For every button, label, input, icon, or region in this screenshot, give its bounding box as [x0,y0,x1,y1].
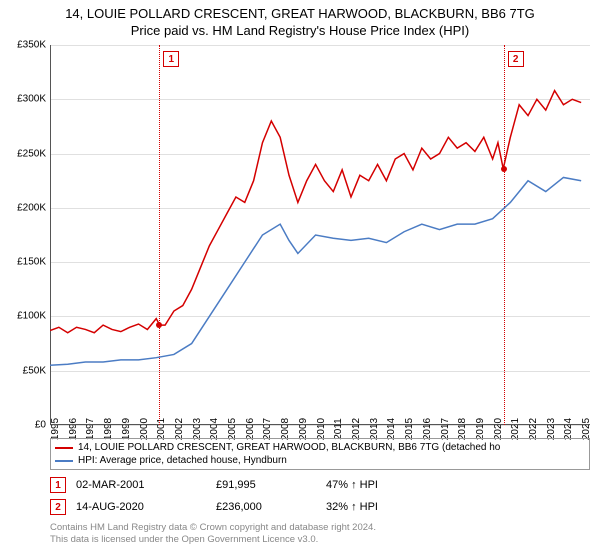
legend-swatch [55,447,73,449]
legend-label: HPI: Average price, detached house, Hynd… [78,454,287,467]
sale-date: 02-MAR-2001 [76,479,206,491]
sale-pct: 47% ↑ HPI [326,479,446,491]
ytick-label: £100K [17,311,46,322]
legend-item: 14, LOUIE POLLARD CRESCENT, GREAT HARWOO… [55,441,585,454]
title-line-2: Price paid vs. HM Land Registry's House … [0,23,600,40]
sales-row: 2 14-AUG-2020 £236,000 32% ↑ HPI [50,496,590,518]
ytick-label: £300K [17,94,46,105]
plot-area: £0£50K£100K£150K£200K£250K£300K£350K1995… [50,45,590,425]
legend-label: 14, LOUIE POLLARD CRESCENT, GREAT HARWOO… [78,441,500,454]
sale-price: £91,995 [216,479,316,491]
footnote-line: This data is licensed under the Open Gov… [50,534,376,546]
legend-swatch [55,460,73,462]
footnote-line: Contains HM Land Registry data © Crown c… [50,522,376,534]
ytick-label: £350K [17,40,46,51]
ytick-label: £200K [17,202,46,213]
ytick-label: £50K [23,365,46,376]
legend-item: HPI: Average price, detached house, Hynd… [55,454,585,467]
ytick-label: £250K [17,148,46,159]
title-line-1: 14, LOUIE POLLARD CRESCENT, GREAT HARWOO… [0,6,600,23]
ytick-label: £0 [35,420,46,431]
chart-container: 14, LOUIE POLLARD CRESCENT, GREAT HARWOO… [0,0,600,560]
sale-pct: 32% ↑ HPI [326,501,446,513]
sales-table: 1 02-MAR-2001 £91,995 47% ↑ HPI 2 14-AUG… [50,474,590,518]
ytick-label: £150K [17,257,46,268]
series-svg [50,45,590,425]
chart-title: 14, LOUIE POLLARD CRESCENT, GREAT HARWOO… [0,0,600,40]
sale-price: £236,000 [216,501,316,513]
series-hpi [50,177,581,365]
sales-row: 1 02-MAR-2001 £91,995 47% ↑ HPI [50,474,590,496]
series-price_paid [50,91,581,333]
sale-date: 14-AUG-2020 [76,501,206,513]
legend: 14, LOUIE POLLARD CRESCENT, GREAT HARWOO… [50,438,590,470]
sale-marker: 2 [50,499,66,515]
footnote: Contains HM Land Registry data © Crown c… [50,522,376,547]
sale-marker: 1 [50,477,66,493]
